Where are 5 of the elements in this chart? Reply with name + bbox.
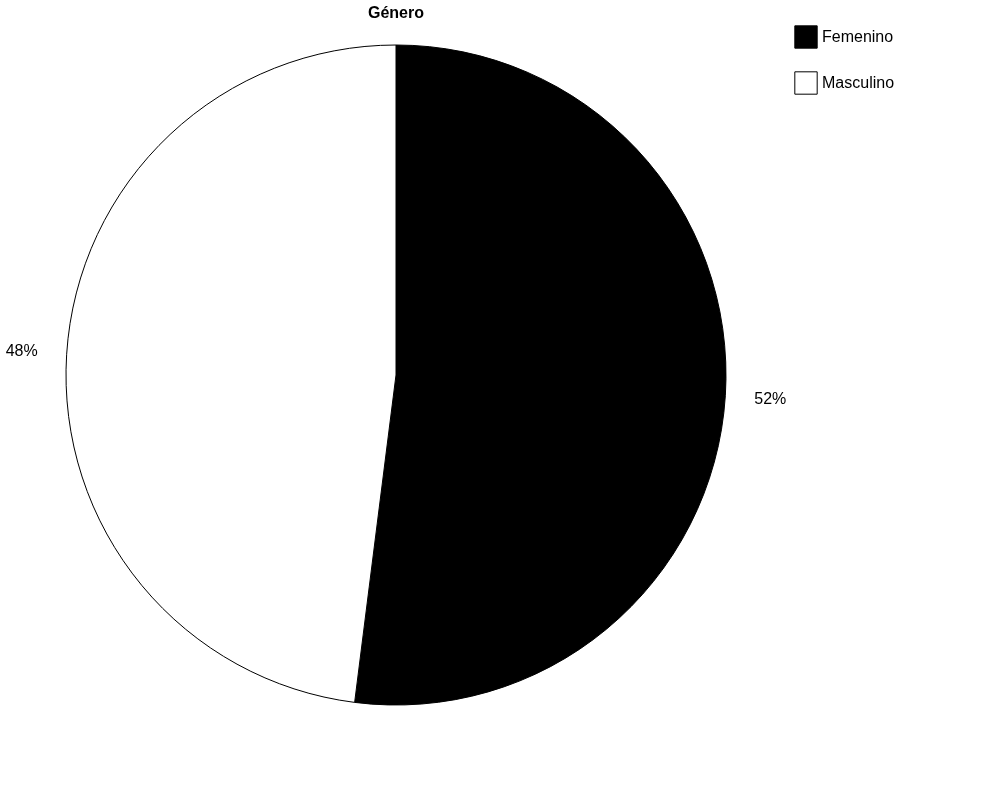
data-label: 48% <box>5 342 38 360</box>
chart-title: Género <box>367 4 425 21</box>
data-label: 52% <box>754 389 787 407</box>
legend-label: Masculino <box>822 74 895 91</box>
legend-label: Femenino <box>822 28 894 45</box>
